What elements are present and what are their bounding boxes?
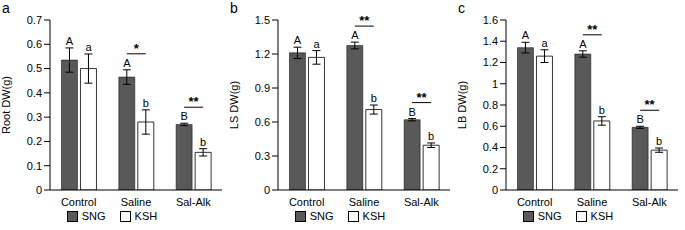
svg-text:**: ** <box>645 97 656 112</box>
svg-text:1.6: 1.6 <box>483 14 498 26</box>
svg-text:A: A <box>522 29 530 41</box>
svg-text:0.4: 0.4 <box>483 141 498 153</box>
svg-text:0.2: 0.2 <box>483 163 498 175</box>
svg-text:A: A <box>351 29 359 41</box>
html-text:a: a <box>2 0 10 16</box>
svg-text:0.5: 0.5 <box>27 62 42 74</box>
html-text:SNG: SNG <box>309 210 334 222</box>
svg-text:A: A <box>123 57 131 69</box>
svg-text:Control: Control <box>61 196 96 208</box>
svg-text:0: 0 <box>264 184 270 196</box>
svg-text:B: B <box>180 110 187 122</box>
html-text:KSH: KSH <box>362 210 386 222</box>
svg-text:Control: Control <box>289 196 324 208</box>
svg-text:0: 0 <box>492 184 498 196</box>
svg-text:A: A <box>294 34 302 46</box>
html-text:KSH: KSH <box>590 210 614 222</box>
svg-text:Saline: Saline <box>577 196 608 208</box>
svg-text:**: ** <box>189 94 200 109</box>
svg-text:1.2: 1.2 <box>483 56 498 68</box>
svg-text:0.7: 0.7 <box>27 14 42 26</box>
html-text:SNG: SNG <box>81 210 106 222</box>
svg-text:*: * <box>134 41 140 56</box>
svg-text:a: a <box>313 38 320 50</box>
svg-text:A: A <box>66 35 74 47</box>
html-text:SNG: SNG <box>537 210 562 222</box>
svg-text:Sal-Alk: Sal-Alk <box>632 196 667 208</box>
svg-text:0: 0 <box>36 184 42 196</box>
svg-text:Control: Control <box>517 196 552 208</box>
svg-text:b: b <box>200 136 206 148</box>
svg-text:Sal-Alk: Sal-Alk <box>404 196 439 208</box>
html-text:c: c <box>458 0 465 16</box>
svg-text:LB DW(g): LB DW(g) <box>456 81 468 129</box>
svg-text:b: b <box>656 135 662 147</box>
svg-text:a: a <box>85 41 92 53</box>
svg-text:Sal-Alk: Sal-Alk <box>176 196 211 208</box>
svg-text:B: B <box>408 106 415 118</box>
svg-text:1.2: 1.2 <box>255 48 270 60</box>
svg-text:b: b <box>371 92 377 104</box>
svg-text:Saline: Saline <box>121 196 152 208</box>
svg-text:0.6: 0.6 <box>27 38 42 50</box>
svg-text:Saline: Saline <box>349 196 380 208</box>
svg-text:0.1: 0.1 <box>27 160 42 172</box>
svg-text:1.4: 1.4 <box>483 35 498 47</box>
svg-text:0.6: 0.6 <box>483 120 498 132</box>
svg-text:0.3: 0.3 <box>27 111 42 123</box>
svg-text:0.9: 0.9 <box>255 82 270 94</box>
svg-text:0.4: 0.4 <box>27 87 42 99</box>
svg-text:1.5: 1.5 <box>255 14 270 26</box>
svg-text:Root DW(g): Root DW(g) <box>8 76 12 134</box>
svg-text:**: ** <box>587 22 598 37</box>
svg-text:**: ** <box>359 13 370 28</box>
html-text:b: b <box>230 0 238 16</box>
svg-text:1: 1 <box>492 78 498 90</box>
svg-text:b: b <box>143 97 149 109</box>
svg-text:A: A <box>579 38 587 50</box>
svg-text:0.6: 0.6 <box>255 116 270 128</box>
svg-text:a: a <box>541 37 548 49</box>
svg-text:0.2: 0.2 <box>27 135 42 147</box>
svg-text:0.3: 0.3 <box>255 150 270 162</box>
html-text:KSH: KSH <box>134 210 158 222</box>
svg-text:0.8: 0.8 <box>483 99 498 111</box>
svg-text:**: ** <box>417 90 428 105</box>
svg-text:b: b <box>599 104 605 116</box>
svg-text:LS DW(g): LS DW(g) <box>228 81 240 129</box>
svg-text:B: B <box>636 113 643 125</box>
svg-text:b: b <box>428 130 434 142</box>
